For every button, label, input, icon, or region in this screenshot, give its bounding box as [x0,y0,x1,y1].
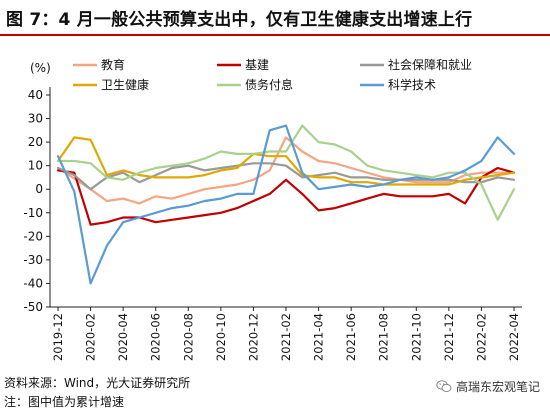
x-tick-label: 2020-08 [181,313,195,361]
x-tick-label: 2019-12 [51,313,65,361]
series-line [56,136,516,205]
y-axis-unit: (%) [30,61,51,75]
series-line [56,136,516,186]
y-tick-label: -20 [23,229,43,243]
series-line [56,124,516,285]
y-tick-label: 20 [28,135,43,149]
legend-label: 科学技术 [388,77,436,92]
x-tick-label: 2021-10 [409,313,423,361]
x-tick-label: 2021-06 [344,313,358,361]
legend-label: 债务付息 [245,77,293,92]
y-tick-label: 0 [35,182,43,196]
x-tick-label: 2021-12 [442,313,456,361]
y-tick-label: 30 [28,112,43,126]
x-tick-label: 2020-12 [246,313,260,361]
footnote: 注：图中值为累计增速 [4,395,125,409]
y-tick-label: -10 [23,206,43,220]
y-tick-label: -30 [23,253,43,267]
legend-label: 基建 [245,58,269,72]
series-line [56,124,516,221]
source-note: 资料来源：Wind，光大证券研究所 [4,376,191,390]
title-divider [0,34,550,36]
x-tick-label: 2022-02 [474,313,488,361]
legend-label: 卫生健康 [101,77,149,92]
y-tick-label: 40 [28,88,43,102]
y-tick-label: 10 [28,159,43,173]
legend-label: 社会保障和就业 [388,57,472,72]
y-tick-label: -50 [23,300,43,314]
x-tick-label: 2020-10 [214,313,228,361]
x-tick-label: 2021-08 [377,313,391,361]
x-tick-label: 2021-04 [312,313,326,361]
y-tick-label: -40 [23,276,43,290]
x-tick-label: 2022-04 [507,313,521,361]
watermark: 高瑞东宏观笔记 [436,378,540,395]
watermark-text: 高瑞东宏观笔记 [455,380,540,394]
series-line [56,166,516,226]
x-tick-label: 2020-02 [84,313,98,361]
wechat-icon [436,380,452,393]
x-tick-label: 2021-02 [279,313,293,361]
x-tick-label: 2020-04 [116,313,130,361]
x-tick-label: 2020-06 [149,313,163,361]
chart-title: 图 7：4 月一般公共预算支出中，仅有卫生健康支出增速上行 [6,10,473,30]
legend-label: 教育 [101,57,125,72]
